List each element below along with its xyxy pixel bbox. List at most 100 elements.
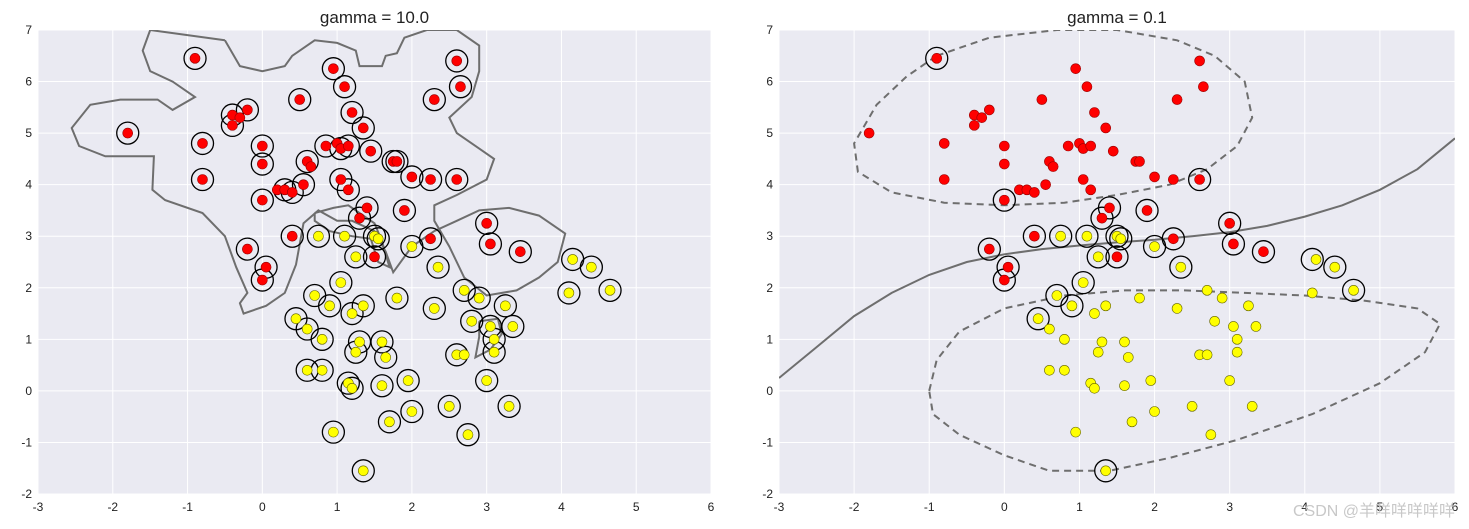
y-tick-label: 6 — [766, 75, 773, 89]
support-vector-ring — [1060, 294, 1084, 318]
class-yellow-point — [1224, 375, 1235, 386]
class-yellow-point — [1032, 313, 1044, 325]
y-tick-label: 1 — [766, 332, 773, 346]
margin-line — [928, 289, 1442, 472]
class-yellow-point — [1059, 334, 1070, 345]
class-red-point — [1171, 94, 1183, 105]
support-vector-ring — [1071, 270, 1095, 295]
class-red-point — [1089, 107, 1100, 118]
x-tick-label: 0 — [1001, 500, 1008, 514]
support-vector-ring — [370, 330, 394, 354]
x-tick-label: 5 — [1377, 500, 1384, 514]
class-red-point — [1085, 140, 1097, 152]
class-red-point — [339, 81, 350, 93]
class-red-point — [257, 194, 268, 206]
class-yellow-point — [335, 277, 347, 288]
support-vector-ring — [422, 296, 446, 321]
class-yellow-point — [443, 401, 455, 412]
support-vector-ring — [329, 270, 353, 295]
class-yellow-point — [328, 426, 339, 438]
class-yellow-point — [1044, 323, 1055, 335]
class-red-point — [406, 171, 418, 183]
class-red-point — [481, 218, 492, 229]
support-vector-ring — [377, 410, 402, 434]
y-tick-label: -1 — [762, 435, 773, 449]
class-yellow-point — [1092, 251, 1104, 263]
class-red-point — [999, 194, 1010, 206]
class-yellow-point — [1051, 290, 1063, 301]
class-yellow-point — [563, 287, 575, 299]
class-yellow-point — [1186, 401, 1198, 412]
support-vector-ring — [306, 224, 331, 248]
x-tick-label: 3 — [1226, 500, 1233, 514]
support-vector-ring — [437, 394, 461, 419]
class-red-point — [1040, 179, 1051, 190]
class-yellow-point — [473, 292, 485, 304]
support-vector-ring — [321, 420, 346, 444]
class-yellow-point — [1149, 406, 1160, 417]
chart-title: gamma = 0.1 — [1067, 8, 1167, 27]
class-red-point — [257, 140, 268, 152]
class-yellow-point — [1205, 429, 1217, 441]
support-vector-ring — [280, 224, 304, 248]
x-tick-label: -1 — [182, 500, 193, 514]
support-vector-ring — [1094, 459, 1118, 483]
class-yellow-point — [346, 383, 358, 394]
class-red-point — [1194, 55, 1205, 67]
support-vector-ring — [1251, 240, 1276, 264]
support-vector-ring — [336, 178, 360, 202]
class-red-point — [294, 94, 306, 105]
class-yellow-point — [357, 300, 369, 312]
support-vector-ring — [579, 255, 604, 279]
support-vector-ring — [362, 245, 387, 269]
x-tick-label: -2 — [849, 500, 860, 514]
support-vector-ring — [291, 173, 316, 197]
class-red-point — [451, 55, 463, 67]
support-vector-ring — [1109, 227, 1133, 251]
support-vector-ring — [1086, 245, 1110, 269]
class-yellow-point — [1077, 277, 1089, 288]
class-red-point — [328, 63, 339, 74]
support-vector-ring — [992, 188, 1016, 212]
class-red-point — [425, 174, 436, 185]
x-tick-label: 1 — [1076, 500, 1083, 514]
class-yellow-point — [339, 230, 350, 242]
class-yellow-point — [488, 334, 500, 345]
class-red-point — [429, 94, 440, 105]
class-yellow-point — [1145, 375, 1157, 386]
class-red-point — [1198, 81, 1209, 93]
class-yellow-point — [372, 233, 384, 245]
support-vector-ring — [445, 167, 469, 192]
class-yellow-point — [391, 292, 403, 304]
support-vector-ring — [396, 368, 420, 393]
support-vector-ring — [400, 165, 424, 189]
x-tick-label: 4 — [558, 500, 565, 514]
class-yellow-point — [1149, 241, 1160, 252]
y-tick-label: 4 — [766, 178, 773, 192]
support-vector-ring — [1221, 232, 1246, 256]
class-yellow-point — [429, 303, 440, 314]
class-yellow-point — [485, 321, 496, 332]
class-yellow-point — [458, 349, 470, 361]
support-vector-ring — [1022, 224, 1047, 248]
class-red-point — [1224, 218, 1235, 229]
class-red-point — [1104, 202, 1115, 214]
y-tick-label: 6 — [25, 75, 32, 89]
class-red-point — [863, 127, 875, 139]
support-vector-ring — [925, 46, 949, 71]
support-vector-ring — [1049, 224, 1073, 248]
class-red-point — [968, 120, 980, 131]
x-tick-label: 2 — [1151, 500, 1158, 514]
y-tick-label: -2 — [762, 487, 773, 501]
support-vector-ring — [385, 149, 409, 174]
x-tick-label: 3 — [483, 500, 490, 514]
class-yellow-point — [402, 375, 414, 386]
class-yellow-point — [1201, 285, 1213, 296]
support-vector-ring — [362, 224, 387, 248]
support-vector-ring — [392, 198, 417, 223]
support-vector-ring — [1218, 211, 1242, 235]
support-vector-ring — [1323, 255, 1347, 279]
class-red-point — [257, 274, 268, 286]
chart-title: gamma = 10.0 — [320, 8, 429, 27]
